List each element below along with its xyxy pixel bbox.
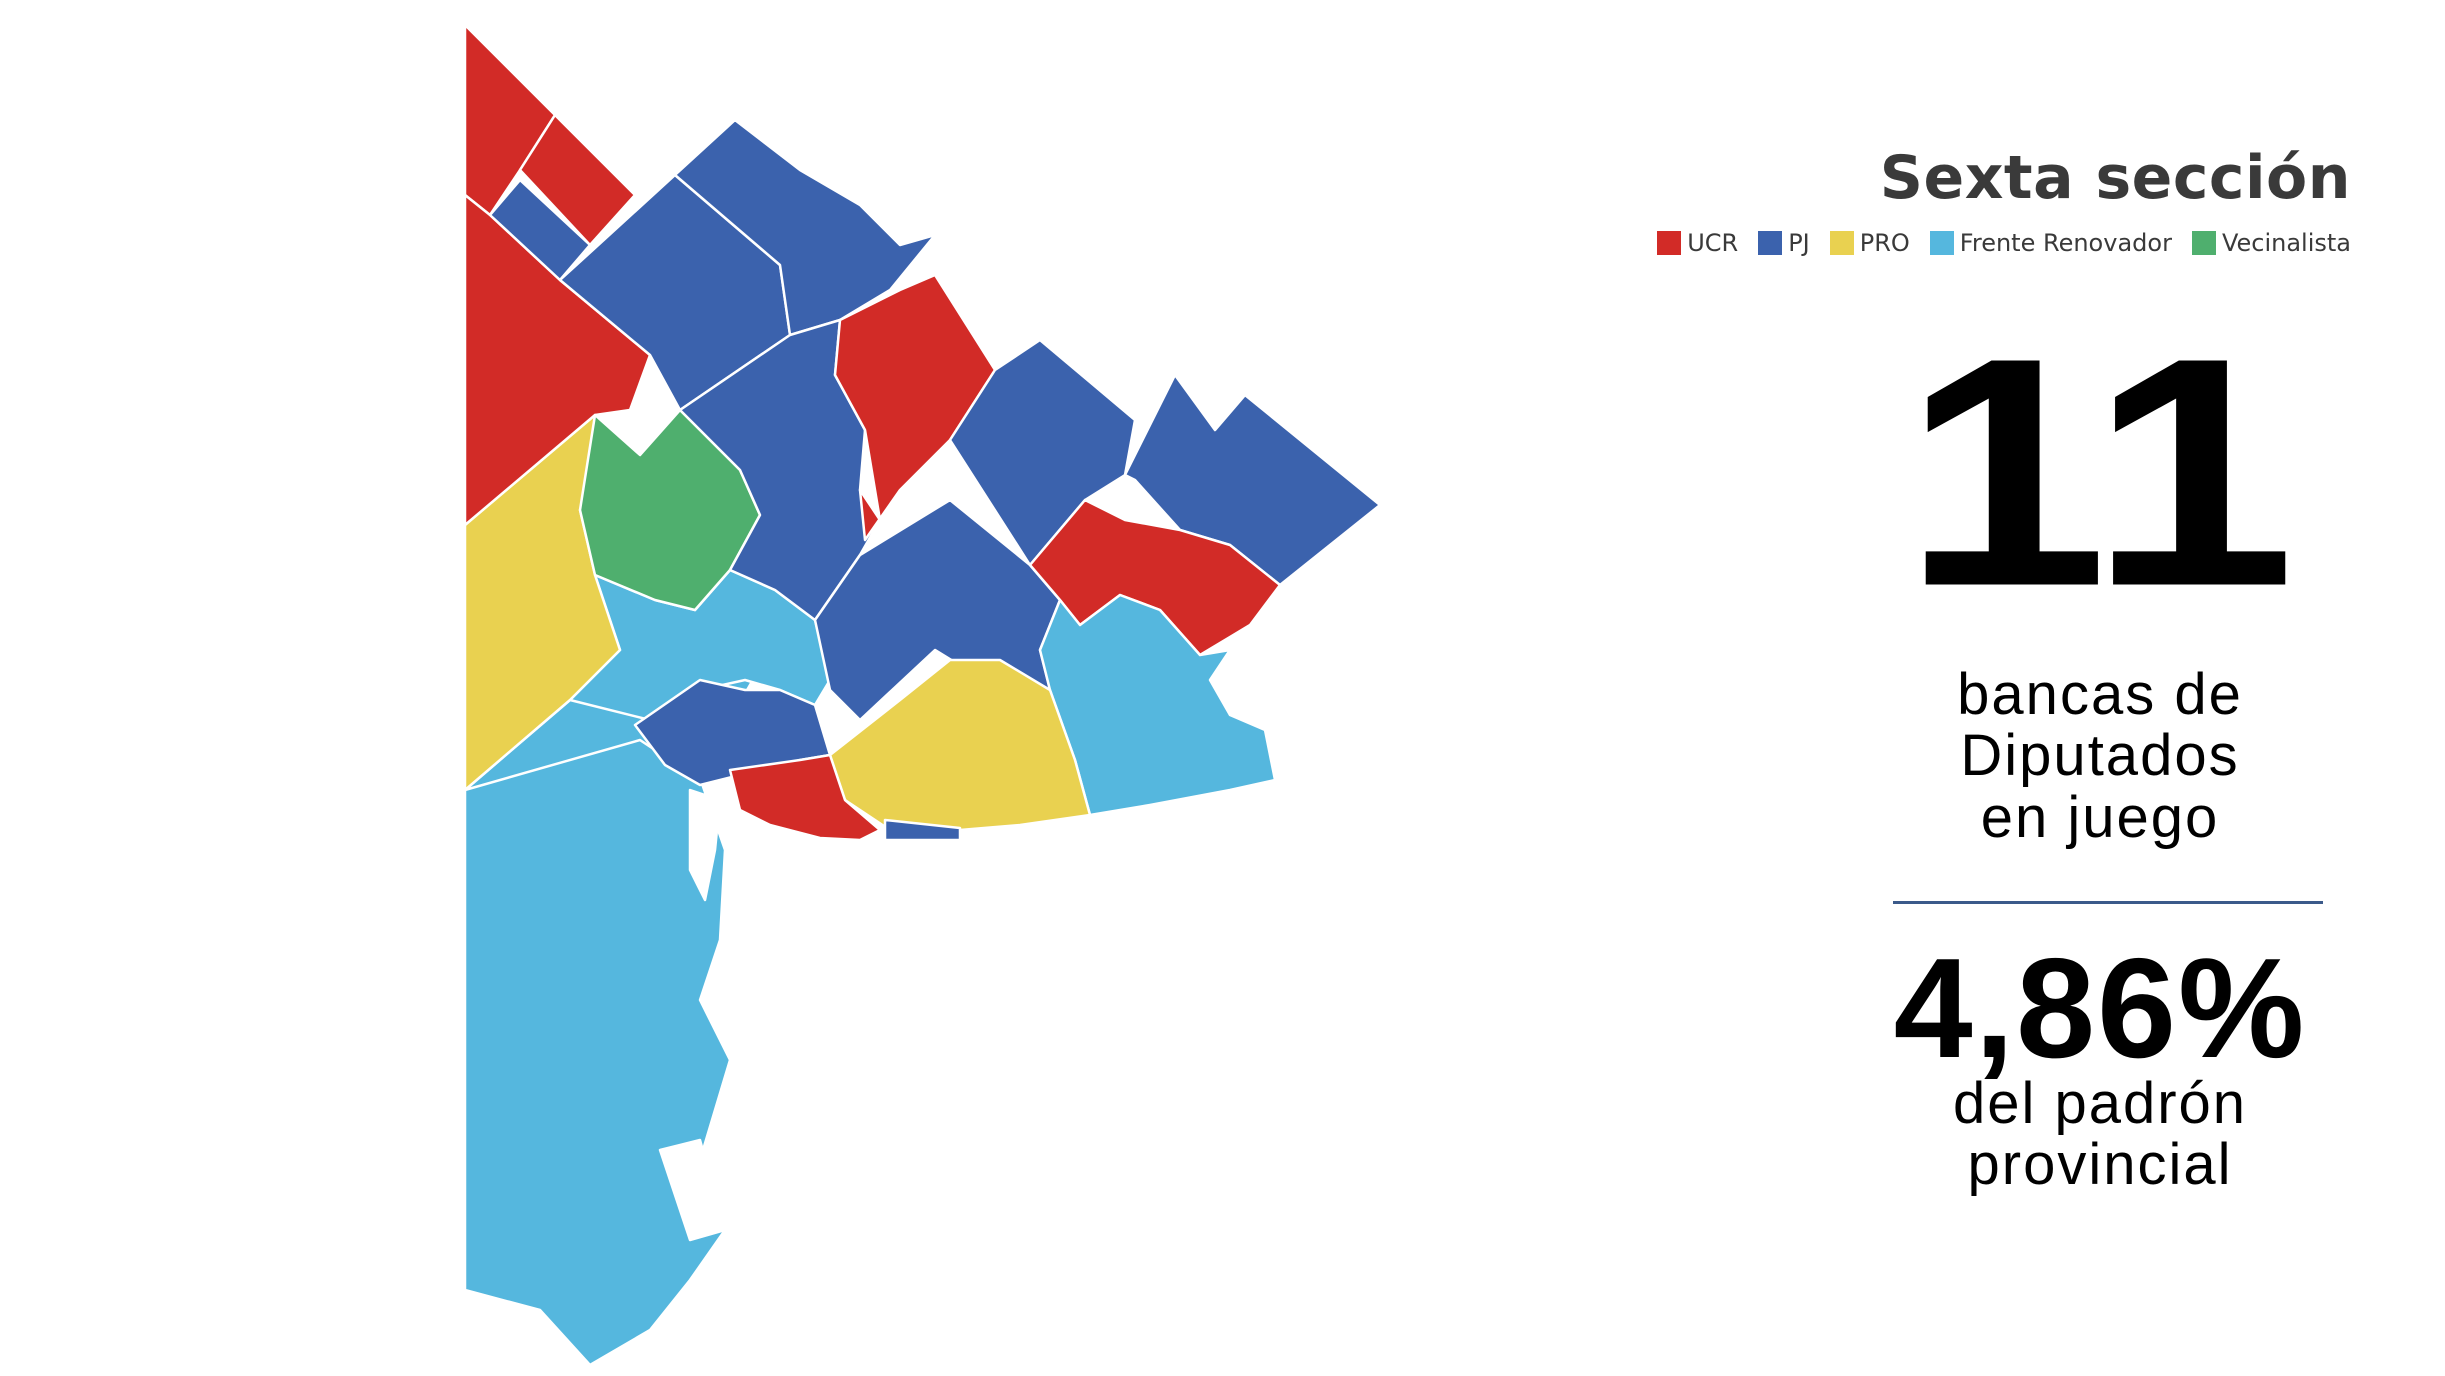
legend-item-ucr: UCR: [1657, 229, 1738, 257]
seats-caption-line-3: en juego: [1980, 784, 2220, 850]
share-caption: del padrón provincial: [1870, 1073, 2330, 1196]
district-east-blue-1: [948, 338, 1137, 567]
legend-swatch-frente-renovador: [1929, 231, 1954, 255]
seats-number: 11: [1902, 290, 2298, 655]
district-north-blue-2: [673, 118, 937, 337]
legend-label-pj: PJ: [1788, 229, 1810, 257]
legend-item-pro: PRO: [1829, 229, 1910, 257]
section-title: Sexta sección: [1879, 143, 2351, 213]
share-caption-line-2: provincial: [1967, 1132, 2233, 1198]
district-south-yellow: [828, 658, 1092, 832]
legend-label-ucr: UCR: [1687, 229, 1739, 257]
coast-island-3: [658, 1138, 727, 1242]
legend-item-vecinalista: Vecinalista: [2191, 229, 2351, 257]
district-southeast-light: [1038, 593, 1277, 817]
share-caption-line-1: del padrón: [1952, 1071, 2248, 1136]
legend-item-pj: PJ: [1758, 229, 1810, 257]
coast-island-2: [748, 863, 802, 907]
legend-label-frente-renovador: Frente Renovador: [1959, 229, 2172, 257]
seats-caption-line-1: bancas de: [1957, 662, 2243, 727]
district-south-red: [728, 753, 882, 842]
legend-swatch-pro: [1829, 231, 1854, 255]
district-central-red: [833, 273, 997, 542]
legend-label-pro: PRO: [1859, 229, 1910, 257]
legend-swatch-pj: [1758, 231, 1783, 255]
coast-island-1: [688, 788, 722, 902]
legend-swatch-vecinalista: [2191, 231, 2216, 255]
divider-line: [1893, 901, 2323, 904]
seats-caption-line-2: Diputados: [1960, 723, 2240, 789]
district-north-blue-small: [488, 178, 592, 282]
legend-swatch-ucr: [1657, 231, 1682, 255]
legend-label-vecinalista: Vecinalista: [2221, 229, 2351, 257]
seats-caption: bancas de Diputados en juego: [1870, 662, 2330, 850]
share-percent: 4,86%: [1893, 929, 2307, 1088]
legend-item-frente-renovador: Frente Renovador: [1929, 229, 2172, 257]
district-northwest-red-1: [463, 23, 557, 217]
party-legend: UCR PJ PRO Frente Renovador Vecinalista: [1657, 229, 2351, 257]
district-south-blue-tiny: [883, 818, 962, 842]
